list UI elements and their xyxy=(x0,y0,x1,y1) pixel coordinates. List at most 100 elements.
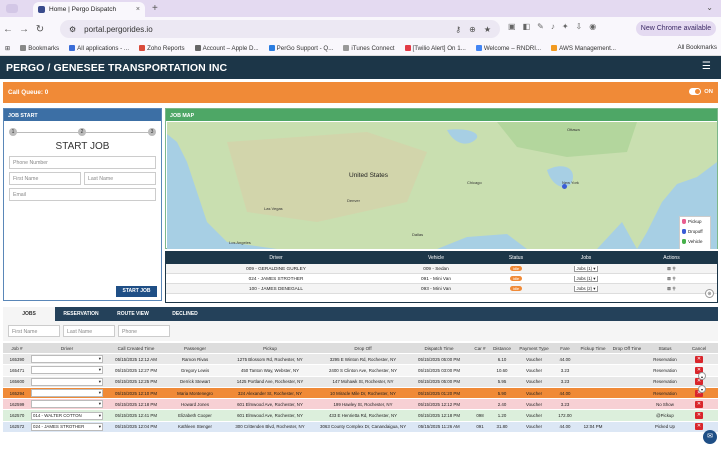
table-row[interactable]: 162599 ▾ 05/15/2025 12:18 PM Howard Jones 6… xyxy=(3,399,718,411)
cancel-job-button[interactable]: ✕ xyxy=(695,389,703,397)
extension-icon[interactable]: ◧ xyxy=(522,22,531,31)
table-row[interactable]: 165471 ▾ 05/15/2025 12:27 PM Gregory Lewis… xyxy=(3,365,718,377)
filter-last-name-input[interactable]: Last Name xyxy=(63,325,115,337)
phone-number-input[interactable]: Phone Number xyxy=(9,156,156,169)
mic-icon[interactable]: ♪ xyxy=(550,22,555,31)
cell-fare: 3.23 xyxy=(560,367,570,373)
driver-select[interactable]: ▾ xyxy=(31,355,103,364)
map-marker[interactable] xyxy=(562,184,567,189)
map-city-label: Ottawa xyxy=(567,127,580,132)
last-name-input[interactable]: Last Name xyxy=(84,172,156,185)
driver-select[interactable]: 014 - WALTER COTTON ▾ xyxy=(31,411,103,420)
chevron-down-icon: ▾ xyxy=(98,367,101,373)
bookmark-item[interactable]: AWS Management... xyxy=(546,45,621,52)
location-pin-icon[interactable]: ⚲ xyxy=(672,285,676,291)
all-bookmarks-button[interactable]: All Bookmarks xyxy=(677,44,717,51)
cell-payment: Voucher xyxy=(525,390,543,396)
tab-route-view[interactable]: ROUTE VIEW xyxy=(117,311,149,317)
cancel-job-button[interactable]: ✕ xyxy=(695,378,703,386)
browser-tab-home[interactable]: Home | Pergo Dispatch × xyxy=(33,2,145,17)
map-city-label: Chicago xyxy=(467,180,482,185)
reload-icon[interactable]: ↻ xyxy=(35,23,45,35)
cell-car: 091 xyxy=(476,424,484,430)
first-name-input[interactable]: First Name xyxy=(9,172,81,185)
tab-reservation[interactable]: RESERVATION xyxy=(63,311,99,317)
cell-dispatch: 05/15/2025 01:20 PM xyxy=(418,390,460,396)
bookmark-item[interactable]: Zoho Reports xyxy=(134,45,190,52)
extension-icon[interactable]: ▣ xyxy=(508,22,516,31)
profile-avatar-icon[interactable]: ◉ xyxy=(589,22,597,31)
tab-close-icon[interactable]: × xyxy=(135,6,140,13)
jobs-dropdown[interactable]: Jobs (2) ▾ xyxy=(573,285,599,292)
bookmark-item[interactable]: All applications - ... xyxy=(64,45,134,52)
chrome-update-button[interactable]: New Chrome available xyxy=(636,21,716,36)
downloads-icon[interactable]: ⇩ xyxy=(575,22,583,31)
cell-pickup-time: 12:04 PM xyxy=(583,424,603,430)
cell-status: Reservation xyxy=(653,390,677,396)
browser-tab-strip: Home | Pergo Dispatch × + ⌄ xyxy=(0,0,721,17)
apps-grid-icon[interactable]: ⊞ xyxy=(5,44,11,52)
email-input[interactable]: Email xyxy=(9,188,156,201)
cancel-job-button[interactable]: ✕ xyxy=(695,412,703,420)
start-job-button[interactable]: START JOB xyxy=(116,286,157,297)
toggle-switch[interactable] xyxy=(689,88,702,95)
address-bar[interactable]: ⚙ portal.pergorides.io ⚷ ⊕ ★ xyxy=(60,20,500,38)
chat-icon[interactable]: ✉ xyxy=(703,430,717,444)
tab-search-button[interactable] xyxy=(6,4,18,13)
filter-phone-input[interactable]: Phone xyxy=(118,325,170,337)
jobs-dropdown[interactable]: Jobs (1) ▾ xyxy=(573,275,599,282)
map-canvas[interactable]: United States Las Vegas Los Angeles Denv… xyxy=(167,122,717,249)
cell-job: 162599 xyxy=(9,401,25,407)
job-start-header: JOB START xyxy=(4,109,161,121)
driver-row[interactable]: 100 - JAMES DENEGALL 093 - Mini Van idle… xyxy=(166,284,717,294)
table-row[interactable]: 165600 ▾ 05/15/2025 12:25 PM Derrick Stewa… xyxy=(3,376,718,388)
driver-row[interactable]: 009 - GERALDINE GURLEY 009 - Sedan idle … xyxy=(166,264,717,274)
cancel-job-button[interactable]: ✕ xyxy=(695,423,703,431)
cancel-job-button[interactable]: ✕ xyxy=(695,400,703,408)
message-icon[interactable]: ⊠ xyxy=(667,285,672,291)
bookmark-star-icon[interactable]: ★ xyxy=(483,24,491,34)
chevron-down-icon[interactable]: ⌄ xyxy=(706,3,713,12)
table-row[interactable]: 162570 014 - WALTER COTTON ▾ 05/15/2025 12… xyxy=(3,410,718,422)
location-pin-icon[interactable]: ⚲ xyxy=(672,275,676,281)
filter-first-name-input[interactable]: First Name xyxy=(8,325,60,337)
puzzle-icon[interactable]: ✦ xyxy=(561,22,569,31)
cell-created: 05/15/2025 12:25 PM xyxy=(115,379,157,385)
table-row[interactable]: 162572 024 - JAMES STROTHER ▾ 05/15/2025 1… xyxy=(3,421,718,434)
pen-icon[interactable]: ✎ xyxy=(537,22,544,31)
message-icon[interactable]: ⊠ xyxy=(667,275,672,281)
scroll-toggle-icon[interactable]: ⊕ xyxy=(705,289,714,298)
driver-select[interactable]: 024 - JAMES STROTHER ▾ xyxy=(31,422,103,431)
message-icon[interactable]: ⊠ xyxy=(667,265,672,271)
new-tab-button[interactable]: + xyxy=(152,3,158,14)
bookmark-item[interactable]: Bookmarks xyxy=(15,45,64,52)
driver-select[interactable]: ▾ xyxy=(31,400,103,409)
bookmark-item[interactable]: Welcome – RNDRI... xyxy=(471,45,546,52)
driver-select[interactable]: ▾ xyxy=(31,389,103,398)
cancel-job-button[interactable]: ✕ xyxy=(695,366,703,374)
queue-toggle[interactable]: ON xyxy=(689,88,713,95)
hamburger-menu-icon[interactable]: ☰ xyxy=(701,61,711,72)
bookmark-item[interactable]: [Twilio Alert] On 1... xyxy=(400,45,471,52)
bookmark-item[interactable]: iTunes Connect xyxy=(338,45,399,52)
location-pin-icon[interactable]: ⚲ xyxy=(672,265,676,271)
cancel-job-button[interactable]: ✕ xyxy=(695,355,703,363)
forward-arrow-icon[interactable]: → xyxy=(19,23,29,35)
tab-jobs[interactable]: JOBS xyxy=(3,307,55,321)
password-key-icon[interactable]: ⚷ xyxy=(455,24,462,34)
driver-row[interactable]: 024 - JAMES STROTHER 091 - Mini Van idle… xyxy=(166,274,717,284)
scroll-up-icon[interactable]: ▴ xyxy=(698,372,706,380)
jobs-dropdown[interactable]: Jobs (1) ▾ xyxy=(573,265,599,272)
table-row[interactable]: 165294 ▾ 05/15/2025 12:10 PM Maria Montene… xyxy=(3,387,718,400)
scroll-down-icon[interactable]: ▾ xyxy=(698,385,706,393)
table-row[interactable]: 165390 ▾ 05/15/2025 12:12 AM Ramon Rivas 12… xyxy=(3,354,718,366)
bookmark-item[interactable]: Account – Apple D... xyxy=(190,45,264,52)
cell-pickup: 1425 Portland Ave, Rochester, NY xyxy=(236,379,304,385)
site-info-icon[interactable]: ⚙ xyxy=(69,24,77,34)
driver-select[interactable]: ▾ xyxy=(31,377,103,386)
driver-select[interactable]: ▾ xyxy=(31,366,103,375)
zoom-icon[interactable]: ⊕ xyxy=(469,24,476,34)
back-arrow-icon[interactable]: ← xyxy=(3,23,13,35)
bookmark-item[interactable]: PerGo Support - Q... xyxy=(264,45,339,52)
tab-declined[interactable]: DECLINED xyxy=(172,311,198,317)
